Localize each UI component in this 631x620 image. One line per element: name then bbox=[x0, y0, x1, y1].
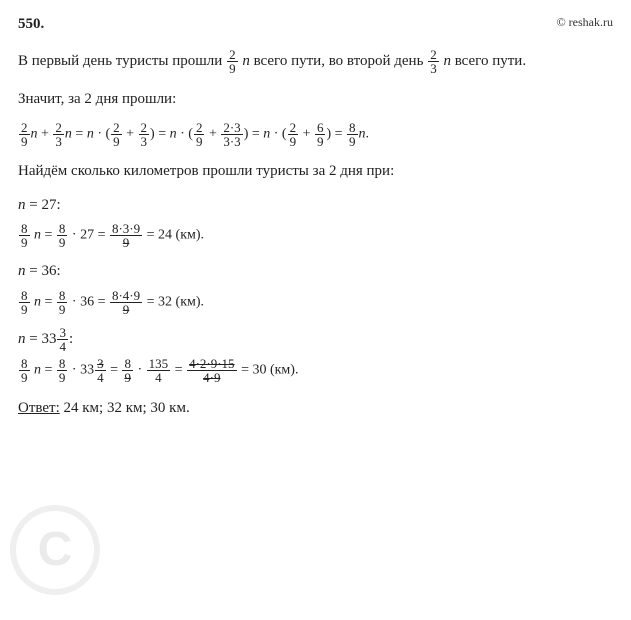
site-credit: © reshak.ru bbox=[557, 12, 613, 32]
paragraph-2: Значит, за 2 дня прошли: bbox=[18, 86, 613, 113]
case-n33: n = 3334: bbox=[18, 326, 613, 353]
header-row: 550. © reshak.ru bbox=[18, 12, 613, 38]
watermark-circle: C bbox=[10, 505, 100, 595]
answer-label: Ответ: bbox=[18, 400, 60, 416]
fraction-2-9: 29 bbox=[227, 48, 238, 75]
equation-main: 29n + 23n = n · (29 + 23) = n · (29 + 2·… bbox=[18, 121, 613, 148]
problem-number: 550. bbox=[18, 12, 44, 38]
calc-n36: 89 n = 89 · 36 = 8·4·99 = 32 (км). bbox=[18, 289, 613, 316]
p1-text-b: всего пути, во второй день bbox=[254, 53, 428, 69]
answer-line: Ответ: 24 км; 32 км; 30 км. bbox=[18, 396, 613, 422]
calc-n33: 89 n = 89 · 3334 = 89 · 1354 = 4·2·9·154… bbox=[18, 357, 613, 384]
calc-n27: 89 n = 89 · 27 = 8·3·99 = 24 (км). bbox=[18, 222, 613, 249]
case-n36: n = 36: bbox=[18, 259, 613, 285]
case-n27: n = 27: bbox=[18, 193, 613, 219]
p1-text-a: В первый день туристы прошли bbox=[18, 53, 226, 69]
answer-value: 24 км; 32 км; 30 км. bbox=[60, 400, 190, 416]
paragraph-1: В первый день туристы прошли 29 n всего … bbox=[18, 46, 613, 76]
watermark-letter: C bbox=[38, 509, 73, 591]
var-n: n bbox=[242, 53, 250, 69]
p1-text-c: всего пути. bbox=[455, 53, 526, 69]
var-n: n bbox=[443, 53, 451, 69]
paragraph-3: Найдём сколько километров прошли туристы… bbox=[18, 158, 613, 185]
fraction-2-3: 23 bbox=[428, 48, 439, 75]
